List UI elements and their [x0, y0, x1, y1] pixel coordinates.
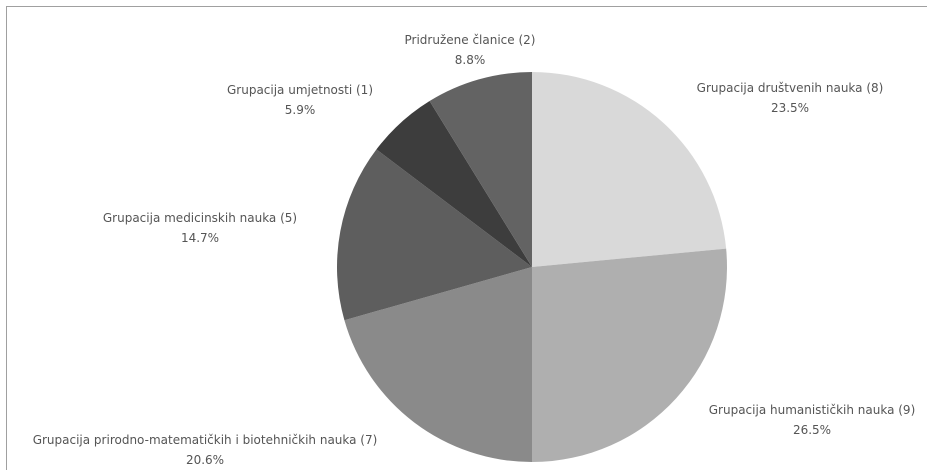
slice-value-label: 23.5%	[771, 101, 809, 115]
slice-label: Grupacija društvenih nauka (8)	[697, 81, 884, 95]
pie-slice	[376, 101, 532, 267]
slice-label: Grupacija umjetnosti (1)	[227, 83, 373, 97]
chart-frame	[6, 6, 927, 470]
slice-label: Grupacija medicinskih nauka (5)	[103, 211, 297, 225]
slice-value-label: 26.5%	[793, 423, 831, 437]
slice-label: Grupacija humanističkih nauka (9)	[709, 403, 916, 417]
pie-slice	[429, 72, 532, 267]
slice-value-label: 8.8%	[455, 53, 486, 67]
slice-value-label: 5.9%	[285, 103, 316, 117]
slice-label: Grupacija prirodno-matematičkih i bioteh…	[33, 433, 378, 447]
pie-slice	[532, 72, 727, 267]
slice-value-label: 20.6%	[186, 453, 224, 467]
pie-slice	[344, 267, 532, 462]
slice-value-label: 14.7%	[181, 231, 219, 245]
pie-slice	[532, 248, 727, 462]
slice-label: Pridružene članice (2)	[405, 33, 536, 47]
pie-slice	[337, 149, 532, 321]
